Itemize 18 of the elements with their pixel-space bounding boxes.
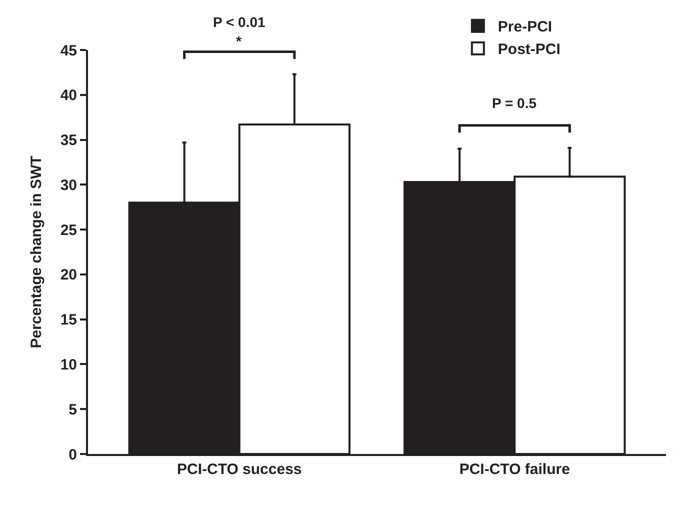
y-tick-label: 25 <box>60 222 77 239</box>
y-tick-label: 15 <box>60 312 77 329</box>
x-tick-label: PCI-CTO success <box>176 461 302 478</box>
y-axis-title: Percentage change in SWT <box>28 156 46 348</box>
text: * <box>236 33 242 49</box>
text: P < 0.01 <box>213 14 266 30</box>
y-tick-label: 0 <box>68 446 77 464</box>
y-tick-label: 5 <box>68 401 77 418</box>
y-tick-label: 30 <box>60 176 77 194</box>
x-tick-label: PCI-CTO failure <box>459 461 570 478</box>
y-tick-label: 35 <box>60 132 77 150</box>
y-tick-label: 20 <box>60 266 77 284</box>
y-tick-label: 45 <box>60 42 77 60</box>
annotation: P = 0.5 <box>492 95 537 111</box>
y-tick-label: 10 <box>60 356 77 374</box>
legend-label: Pre-PCI <box>498 18 552 36</box>
y-tick-label: 40 <box>60 87 77 104</box>
legend-label: Post-PCI <box>498 41 560 58</box>
